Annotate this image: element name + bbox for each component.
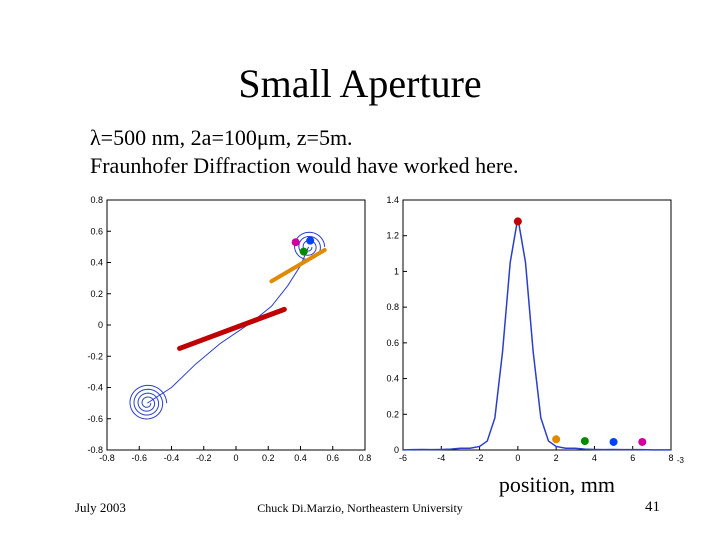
svg-text:0.6: 0.6 [326,453,339,463]
subtitle-line-2: Fraunhofer Diffraction would have worked… [90,152,518,180]
svg-text:0.8: 0.8 [90,195,103,205]
svg-text:0: 0 [515,453,520,463]
svg-text:1.2: 1.2 [386,231,399,241]
charts-row: -0.8-0.6-0.4-0.200.20.40.60.8-0.8-0.6-0.… [75,195,680,475]
svg-text:0: 0 [98,320,103,330]
svg-text:0.6: 0.6 [90,226,103,236]
svg-text:4: 4 [592,453,597,463]
svg-text:-6: -6 [399,453,407,463]
svg-text:0.8: 0.8 [386,302,399,312]
page-title: Small Aperture [0,60,720,107]
svg-text:-0.6: -0.6 [87,414,103,424]
svg-text:0.6: 0.6 [386,338,399,348]
svg-text:0: 0 [233,453,238,463]
svg-text:0.2: 0.2 [90,289,103,299]
xaxis-title: position, mm [499,472,615,498]
right-exp: -3 [677,456,684,465]
subtitle: λ=500 nm, 2a=100μm, z=5m. Fraunhofer Dif… [90,124,518,179]
page-number: 41 [645,499,660,516]
svg-text:-0.4: -0.4 [87,383,103,393]
svg-text:8: 8 [668,453,673,463]
svg-text:-0.6: -0.6 [131,453,147,463]
svg-text:-2: -2 [476,453,484,463]
peak-chart: -6-4-20246800.20.40.60.811.21.4 -3 [375,195,680,475]
svg-text:-0.8: -0.8 [87,445,103,455]
spiral-chart: -0.8-0.6-0.4-0.200.20.40.60.8-0.8-0.6-0.… [75,195,375,475]
svg-text:-0.2: -0.2 [87,351,103,361]
subtitle-line-1: λ=500 nm, 2a=100μm, z=5m. [90,124,518,152]
svg-text:0.2: 0.2 [386,409,399,419]
svg-text:0.2: 0.2 [262,453,275,463]
svg-text:2: 2 [554,453,559,463]
footer-credit: Chuck Di.Marzio, Northeastern University [0,501,720,516]
svg-text:1.4: 1.4 [386,195,399,205]
svg-text:0.4: 0.4 [294,453,307,463]
svg-text:0.4: 0.4 [90,258,103,268]
svg-text:1: 1 [394,266,399,276]
svg-text:0.4: 0.4 [386,374,399,384]
svg-text:-0.4: -0.4 [164,453,180,463]
svg-text:6: 6 [630,453,635,463]
svg-text:-0.2: -0.2 [196,453,212,463]
svg-text:-4: -4 [437,453,445,463]
svg-text:0: 0 [394,445,399,455]
svg-text:0.8: 0.8 [359,453,372,463]
